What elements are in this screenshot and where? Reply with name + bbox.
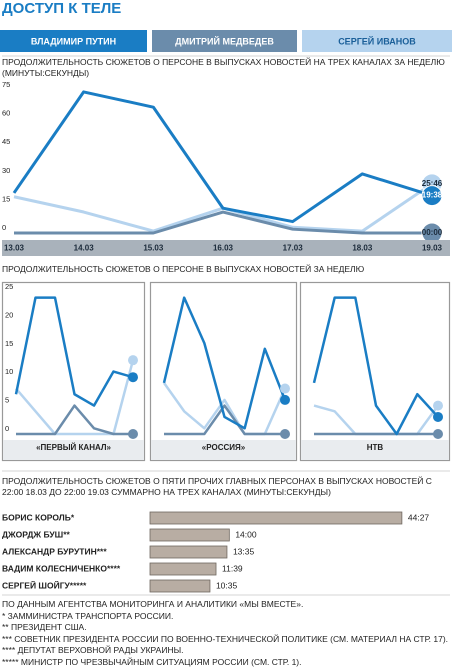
footnote: ***** МИНИСТР ПО ЧРЕЗВЫЧАЙНЫМ СИТУАЦИЯМ …	[2, 656, 302, 667]
y-tick-label: 15	[5, 339, 13, 348]
y-tick-label: 75	[2, 80, 10, 89]
value-label: 10:35	[216, 580, 238, 590]
series-line	[164, 404, 285, 436]
bar	[149, 545, 228, 559]
y-tick-label: 0	[5, 424, 9, 433]
bar	[149, 579, 211, 593]
x-tick-label: 19.03	[422, 244, 443, 253]
series-line	[162, 382, 287, 436]
chart-title: ПРОДОЛЖИТЕЛЬНОСТЬ СЮЖЕТОВ О ПЕРСОНЕ В ВЫ…	[2, 57, 445, 78]
value-label: 19:38	[422, 191, 443, 200]
panel-frame	[1, 281, 146, 462]
chart-title: ПРОДОЛЖИТЕЛЬНОСТЬ СЮЖЕТОВ О ПЯТИ ПРОЧИХ …	[2, 476, 432, 497]
panel-frame	[299, 281, 451, 462]
panel-footer	[3, 440, 144, 460]
page-title: ДОСТУП К ТЕЛЕ	[2, 0, 122, 17]
footnote: ** ПРЕЗИДЕНТ США.	[2, 622, 87, 632]
bar	[149, 528, 230, 542]
value-label: 13:35	[233, 546, 255, 556]
panel-footer	[151, 440, 296, 460]
series-line	[12, 90, 433, 224]
date-band	[2, 240, 450, 256]
value-label: 00:00	[422, 228, 443, 237]
y-tick-label: 30	[2, 166, 10, 175]
bar-category-label: СЕРГЕЙ ШОЙГУ*****	[2, 579, 87, 590]
bar-category-label: БОРИС КОРОЛЬ*	[2, 512, 75, 522]
series-line	[14, 296, 134, 407]
x-tick-label: 15.03	[143, 244, 164, 253]
panel-frame	[149, 281, 298, 462]
legend-label: ВЛАДИМИР ПУТИН	[31, 36, 116, 46]
end-marker	[280, 383, 290, 394]
bar	[149, 562, 217, 576]
legend-swatch	[0, 30, 147, 52]
x-axis-label: НТВ	[367, 443, 384, 452]
value-label: 25:46	[422, 179, 443, 188]
series-line	[162, 296, 287, 430]
legend-swatch	[302, 30, 452, 52]
end-marker	[280, 429, 290, 439]
y-tick-label: 45	[2, 137, 10, 146]
y-tick-label: 60	[2, 109, 10, 118]
value-label: 11:39	[222, 563, 243, 573]
footnote: *** СОВЕТНИК ПРЕЗИДЕНТА РОССИИ ПО ВОЕННО…	[2, 633, 449, 644]
legend-label: ДМИТРИЙ МЕДВЕДЕВ	[175, 35, 274, 46]
end-marker	[128, 429, 138, 439]
value-label: 14:00	[235, 529, 257, 539]
end-marker	[433, 429, 443, 439]
x-axis-label: «ПЕРВЫЙ КАНАЛ»	[36, 443, 111, 452]
end-marker	[433, 411, 443, 422]
end-marker	[433, 400, 443, 411]
series-line	[313, 404, 440, 436]
x-axis-label: «РОССИЯ»	[202, 443, 246, 452]
footnote: * ЗАММИНИСТРА ТРАНСПОРТА РОССИИ.	[2, 610, 174, 621]
bar	[149, 511, 403, 525]
series-line	[16, 404, 133, 436]
y-tick-label: 15	[2, 194, 10, 203]
series-line	[312, 296, 439, 436]
end-marker	[421, 185, 443, 207]
legend-swatch	[152, 30, 297, 52]
y-tick-label: 10	[5, 367, 13, 376]
panel-footer	[301, 440, 449, 460]
legend-label: СЕРГЕЙ ИВАНОВ	[338, 35, 416, 46]
bar-category-label: ВАДИМ КОЛЕСНИЧЕНКО****	[2, 563, 121, 573]
footnote: ПО ДАННЫМ АГЕНТСТВА МОНИТОРИНГА И АНАЛИТ…	[2, 599, 304, 609]
bar-category-label: АЛЕКСАНДР БУРУТИН***	[2, 546, 107, 556]
footnote: **** ДЕПУТАТ ВЕРХОВНОЙ РАДЫ УКРАИНЫ.	[2, 645, 184, 655]
x-tick-label: 16.03	[213, 244, 234, 253]
value-label: 44:27	[408, 512, 430, 522]
end-marker	[128, 372, 138, 383]
series-line	[14, 210, 432, 235]
x-tick-label: 18.03	[352, 244, 373, 253]
y-tick-label: 20	[5, 310, 13, 319]
y-tick-label: 0	[2, 223, 6, 232]
x-tick-label: 14.03	[74, 244, 95, 253]
end-marker	[128, 355, 138, 366]
x-tick-label: 13.03	[4, 244, 25, 253]
bar-category-label: ДЖОРДЖ БУШ**	[2, 529, 71, 539]
chart-title: ПРОДОЛЖИТЕЛЬНОСТЬ СЮЖЕТОВ О ПЕРСОНЕ В ВЫ…	[2, 264, 365, 274]
x-tick-label: 17.03	[283, 244, 304, 253]
end-marker	[280, 394, 290, 405]
y-tick-label: 5	[5, 396, 9, 405]
y-tick-label: 25	[5, 282, 13, 291]
